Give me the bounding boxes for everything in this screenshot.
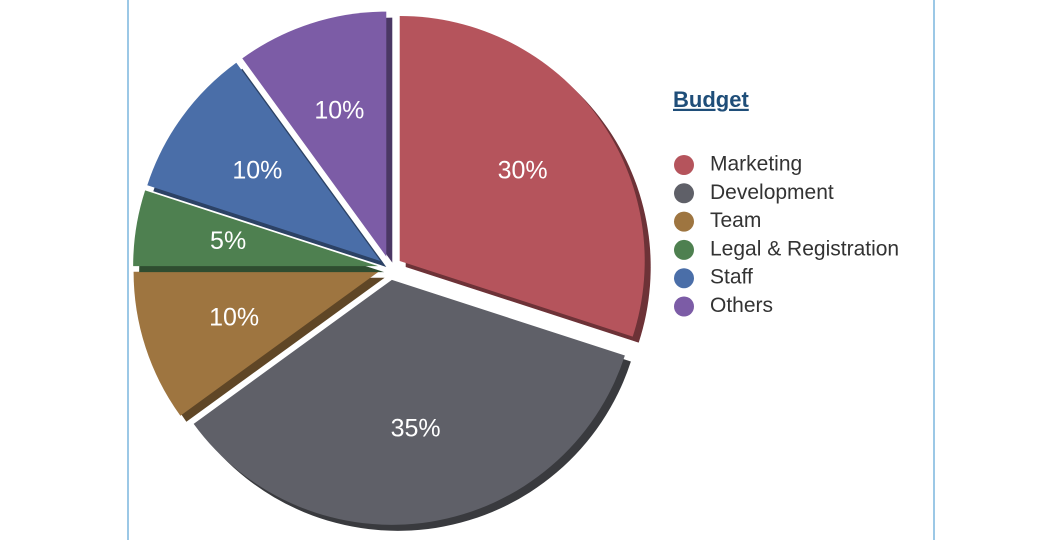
slice-label: 35% bbox=[391, 414, 441, 442]
slice bbox=[242, 11, 387, 257]
slice-label: 5% bbox=[210, 227, 246, 255]
slice bbox=[193, 279, 625, 525]
legend-swatch bbox=[674, 239, 694, 260]
slice bbox=[133, 190, 379, 267]
legend-swatch bbox=[674, 296, 694, 317]
legend-swatch bbox=[674, 211, 694, 232]
pie: 30% 35% 10% 5% 10% 10% bbox=[133, 11, 651, 531]
legend-label: Marketing bbox=[710, 153, 802, 176]
legend-swatch bbox=[674, 155, 694, 175]
legend: Budget Marketing Development Team Legal & R… bbox=[673, 87, 899, 317]
legend-label: Team bbox=[710, 209, 761, 232]
legend-label: Staff bbox=[710, 266, 753, 289]
slice bbox=[133, 271, 379, 416]
legend-swatch bbox=[674, 268, 694, 289]
slice-label: 10% bbox=[209, 303, 259, 331]
slice-label: 10% bbox=[314, 97, 364, 125]
slice bbox=[147, 62, 381, 261]
legend-label: Others bbox=[710, 294, 773, 317]
legend-label: Legal & Registration bbox=[710, 237, 899, 260]
legend-title: Budget bbox=[673, 87, 749, 112]
legend-swatch bbox=[674, 183, 694, 204]
slice-label: 10% bbox=[232, 156, 282, 184]
slice-label: 30% bbox=[498, 156, 548, 184]
legend-label: Development bbox=[710, 181, 834, 204]
slice bbox=[399, 15, 645, 337]
